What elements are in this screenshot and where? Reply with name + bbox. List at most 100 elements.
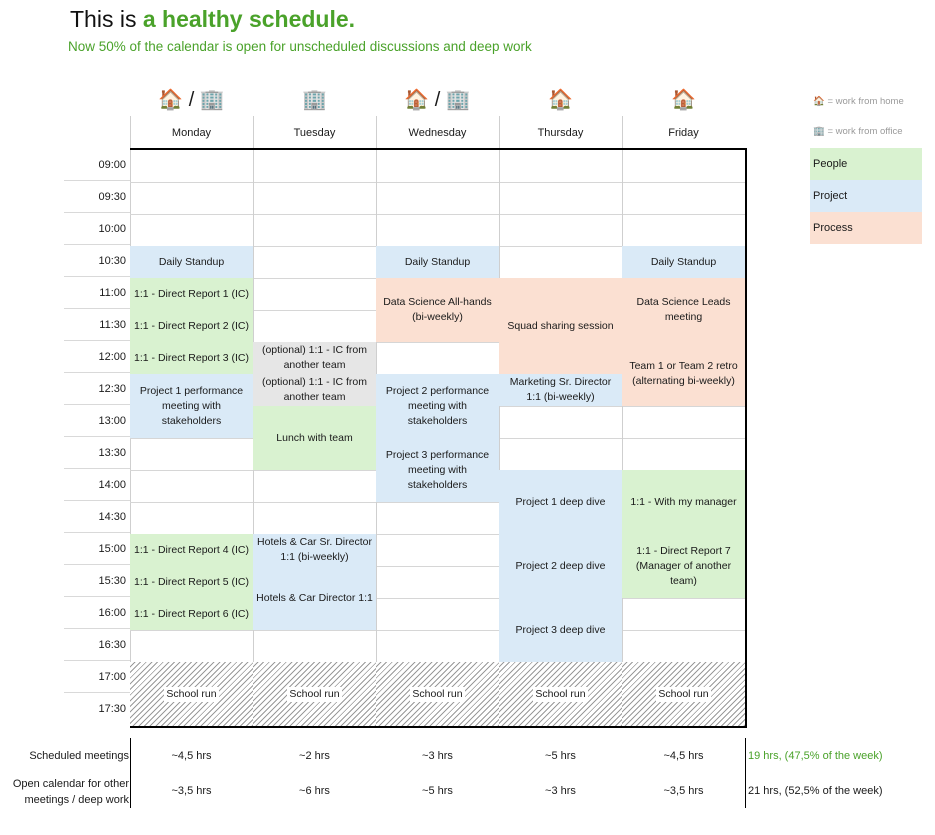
time-gridline: [64, 340, 130, 341]
calendar-event[interactable]: 1:1 - Direct Report 1 (IC): [130, 278, 253, 310]
event-label: Project 2 deep dive: [515, 559, 606, 572]
grid-row-line: [130, 502, 745, 503]
time-gridline: [64, 180, 130, 181]
legend-project: Project: [810, 180, 922, 212]
calendar-event[interactable]: Hotels & Car Sr. Director 1:1 (bi-weekly…: [253, 534, 376, 566]
calendar-event[interactable]: Project 1 deep dive: [499, 470, 622, 534]
time-label: 09:30: [98, 191, 126, 203]
event-label: Project 3 performance meeting with stake…: [385, 448, 490, 491]
page-subtitle: Now 50% of the calendar is open for unsc…: [68, 39, 532, 54]
time-label: 10:30: [98, 255, 126, 267]
calendar-event[interactable]: Data Science All-hands (bi-weekly): [376, 278, 499, 342]
calendar-event[interactable]: 1:1 - Direct Report 6 (IC): [130, 598, 253, 630]
time-gridline: [64, 532, 130, 533]
school-run-block[interactable]: School run: [130, 662, 253, 726]
day-icon: 🏢: [302, 89, 327, 111]
event-label: 1:1 - With my manager: [630, 495, 737, 508]
event-label: 1:1 - Direct Report 4 (IC): [134, 543, 249, 556]
open-hours: ~6 hrs: [299, 785, 330, 797]
event-label: School run: [410, 686, 465, 702]
title-highlight: a healthy schedule.: [142, 6, 356, 32]
time-label: 14:30: [98, 511, 126, 523]
open-calendar-label: Open calendar for other meetings / deep …: [12, 778, 129, 806]
time-label: 11:00: [99, 287, 126, 299]
calendar-event[interactable]: Marketing Sr. Director 1:1 (bi-weekly): [499, 374, 622, 406]
time-gridline: [64, 212, 130, 213]
calendar-event[interactable]: Project 1 performance meeting with stake…: [130, 374, 253, 438]
time-gridline: [64, 500, 130, 501]
event-label: Project 2 performance meeting with stake…: [385, 384, 490, 427]
event-label: Team 1 or Team 2 retro (alternating bi-w…: [629, 360, 738, 387]
summary-divider-left: [130, 738, 131, 808]
event-label: Daily Standup: [650, 255, 717, 268]
calendar-event[interactable]: (optional) 1:1 - IC from another team: [253, 374, 376, 406]
header-divider: [376, 116, 377, 148]
calendar-event[interactable]: 1:1 - Direct Report 3 (IC): [130, 342, 253, 374]
time-label: 15:30: [98, 575, 126, 587]
header-divider: [622, 116, 623, 148]
header-divider: [253, 116, 254, 148]
event-label: Hotels & Car Director 1:1: [256, 591, 373, 604]
time-label: 11:30: [99, 319, 126, 331]
calendar-event[interactable]: Project 3 performance meeting with stake…: [376, 438, 499, 502]
scheduled-hours: ~4,5 hrs: [663, 750, 704, 762]
summary-divider-right: [745, 738, 746, 808]
calendar-event[interactable]: 1:1 - Direct Report 2 (IC): [130, 310, 253, 342]
event-label: Lunch with team: [276, 431, 353, 444]
time-gridline: [64, 596, 130, 597]
open-hours: ~3 hrs: [545, 785, 576, 797]
calendar-event[interactable]: Daily Standup: [376, 246, 499, 278]
time-label: 17:30: [98, 703, 126, 715]
time-gridline: [64, 564, 130, 565]
legend-process: Process: [810, 212, 922, 244]
calendar-event[interactable]: Daily Standup: [622, 246, 745, 278]
calendar-event[interactable]: 1:1 - With my manager: [622, 470, 745, 534]
time-label: 09:00: [98, 159, 126, 171]
calendar-event[interactable]: 1:1 - Direct Report 4 (IC): [130, 534, 253, 566]
time-gridline: [64, 372, 130, 373]
grid-row-line: [130, 214, 745, 215]
calendar-event[interactable]: Project 2 deep dive: [499, 534, 622, 598]
event-label: 1:1 - Direct Report 7 (Manager of anothe…: [635, 544, 732, 587]
school-run-block[interactable]: School run: [622, 662, 745, 726]
event-label: 1:1 - Direct Report 1 (IC): [134, 287, 249, 300]
scheduled-hours: ~2 hrs: [299, 750, 330, 762]
calendar-event[interactable]: Lunch with team: [253, 406, 376, 470]
open-hours: ~3,5 hrs: [171, 785, 212, 797]
event-label: Squad sharing session: [507, 319, 614, 332]
event-label: Project 3 deep dive: [515, 623, 606, 636]
open-hours: ~3,5 hrs: [663, 785, 704, 797]
grid-row-line: [130, 566, 745, 567]
day-name: Tuesday: [293, 127, 336, 139]
calendar-event[interactable]: Squad sharing session: [499, 278, 622, 374]
calendar-event[interactable]: 1:1 - Direct Report 5 (IC): [130, 566, 253, 598]
calendar-event[interactable]: Project 3 deep dive: [499, 598, 622, 662]
event-label: Hotels & Car Sr. Director 1:1 (bi-weekly…: [257, 536, 372, 563]
event-label: (optional) 1:1 - IC from another team: [261, 344, 368, 371]
event-label: Project 1 deep dive: [515, 495, 606, 508]
calendar-event[interactable]: 1:1 - Direct Report 7 (Manager of anothe…: [622, 534, 745, 598]
time-label: 16:30: [98, 639, 126, 651]
time-gridline: [64, 692, 130, 693]
scheduled-hours: ~4,5 hrs: [171, 750, 212, 762]
calendar-event[interactable]: (optional) 1:1 - IC from another team: [253, 342, 376, 374]
time-label: 17:00: [98, 671, 126, 683]
time-gridline: [64, 276, 130, 277]
time-label: 12:00: [98, 351, 126, 363]
school-run-block[interactable]: School run: [376, 662, 499, 726]
time-label: 10:00: [98, 223, 126, 235]
school-run-block[interactable]: School run: [253, 662, 376, 726]
time-label: 12:30: [98, 383, 126, 395]
event-label: 1:1 - Direct Report 6 (IC): [134, 607, 249, 620]
calendar-event[interactable]: Data Science Leads meeting: [622, 278, 745, 342]
calendar-event[interactable]: Team 1 or Team 2 retro (alternating bi-w…: [622, 342, 745, 406]
calendar-event[interactable]: Project 2 performance meeting with stake…: [376, 374, 499, 438]
time-gridline: [64, 308, 130, 309]
event-label: 1:1 - Direct Report 3 (IC): [134, 351, 249, 364]
calendar-event[interactable]: Hotels & Car Director 1:1: [253, 566, 376, 630]
grid-col-line: [499, 150, 500, 726]
scheduled-hours: ~3 hrs: [422, 750, 453, 762]
calendar-event[interactable]: Daily Standup: [130, 246, 253, 278]
school-run-block[interactable]: School run: [499, 662, 622, 726]
grid-row-line: [130, 598, 745, 599]
